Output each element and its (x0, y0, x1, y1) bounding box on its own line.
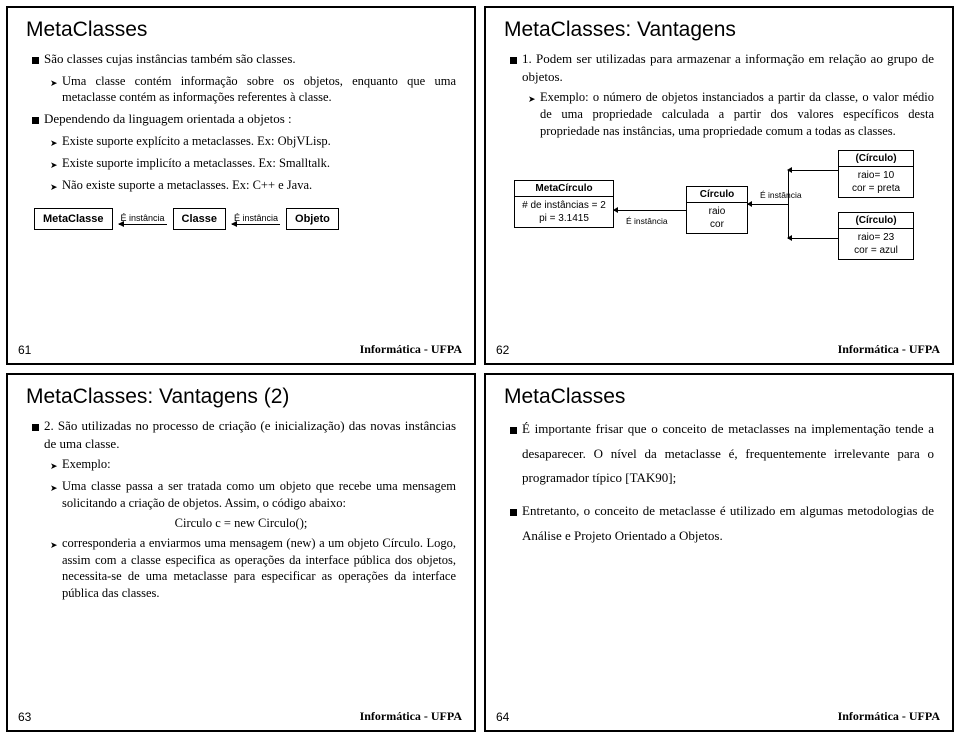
arrow-bullet-icon (50, 478, 62, 512)
bullet: São classes cujas instâncias também são … (32, 50, 456, 69)
bullet-text: São classes cujas instâncias também são … (44, 50, 456, 69)
sub-bullet: Existe suporte explícito a metaclasses. … (50, 133, 456, 151)
connector-split (788, 170, 789, 238)
arrow-bullet-icon (50, 456, 62, 474)
sub-bullet: Exemplo: o número de objetos instanciado… (528, 89, 934, 140)
bullet: É importante frisar que o conceito de me… (510, 417, 934, 491)
slide-title: MetaClasses (504, 385, 934, 409)
connector-label: É instância (760, 190, 802, 200)
box-objeto: Objeto (286, 208, 339, 230)
box-classe: Classe (173, 208, 226, 230)
box-line: cor = azul (843, 244, 909, 257)
footer-brand: Informática - UFPA (838, 709, 940, 724)
square-bullet-icon (510, 50, 522, 85)
slide-title: MetaClasses: Vantagens (504, 18, 934, 42)
slide-title: MetaClasses (26, 18, 456, 42)
arrow-bullet-icon (50, 155, 62, 173)
box-instance-1: (Círculo) raio= 10 cor = preta (838, 150, 914, 198)
bullet: Dependendo da linguagem orientada a obje… (32, 110, 456, 129)
sub-bullet: Não existe suporte a metaclasses. Ex: C+… (50, 177, 456, 195)
box-body: raio= 10 cor = preta (839, 167, 913, 197)
diagram-instance-chain: MetaClasse É instância Classe É instânci… (34, 208, 456, 230)
box-body: raio= 23 cor = azul (839, 229, 913, 259)
bullet-text: Entretanto, o conceito de metaclasse é u… (522, 499, 934, 548)
bullet-text: Uma classe passa a ser tratada como um o… (62, 478, 456, 512)
arrow-bullet-icon (50, 535, 62, 603)
footer-brand: Informática - UFPA (360, 342, 462, 357)
square-bullet-icon (510, 417, 522, 491)
code-line: Circulo c = new Circulo(); (26, 516, 456, 531)
slide-63: MetaClasses: Vantagens (2) 2. São utiliz… (6, 373, 476, 732)
slide-number: 62 (496, 343, 509, 357)
sub-bullet: Existe suporte implicíto a metaclasses. … (50, 155, 456, 173)
box-circulo: Círculo raio cor (686, 186, 748, 234)
bullet-text: Existe suporte implicíto a metaclasses. … (62, 155, 456, 173)
box-instance-2: (Círculo) raio= 23 cor = azul (838, 212, 914, 260)
slide-number: 61 (18, 343, 31, 357)
bullet-text: Dependendo da linguagem orientada a obje… (44, 110, 456, 129)
connector (788, 170, 838, 171)
bullet-text: Exemplo: (62, 456, 456, 474)
slide-61: MetaClasses São classes cujas instâncias… (6, 6, 476, 365)
arrow-bullet-icon (50, 177, 62, 195)
box-header: (Círculo) (839, 151, 913, 167)
bullet-text: corresponderia a enviarmos uma mensagem … (62, 535, 456, 603)
slide-number: 64 (496, 710, 509, 724)
bullet-text: É importante frisar que o conceito de me… (522, 417, 934, 491)
slide-62: MetaClasses: Vantagens 1. Podem ser util… (484, 6, 954, 365)
box-metaclasse: MetaClasse (34, 208, 113, 230)
arrow-instance: É instância (119, 213, 167, 225)
box-metacirculo: MetaCírculo # de instâncias = 2 pi = 3.1… (514, 180, 614, 228)
connector-label: É instância (626, 216, 668, 226)
arrow-label: É instância (234, 213, 278, 223)
box-body: # de instâncias = 2 pi = 3.1415 (515, 197, 613, 227)
bullet-text: Existe suporte explícito a metaclasses. … (62, 133, 456, 151)
diagram-metacirculo: MetaCírculo # de instâncias = 2 pi = 3.1… (510, 150, 934, 255)
bullet: 2. São utilizadas no processo de criação… (32, 417, 456, 452)
connector (748, 204, 788, 205)
connector (788, 238, 838, 239)
arrow-label: É instância (121, 213, 165, 223)
bullet: 1. Podem ser utilizadas para armazenar a… (510, 50, 934, 85)
arrow-bullet-icon (50, 133, 62, 151)
bullet-text: Uma classe contém informação sobre os ob… (62, 73, 456, 107)
arrow-instance: É instância (232, 213, 280, 225)
box-header: MetaCírculo (515, 181, 613, 197)
sub-bullet: Uma classe contém informação sobre os ob… (50, 73, 456, 107)
box-header: (Círculo) (839, 213, 913, 229)
slide-title: MetaClasses: Vantagens (2) (26, 385, 456, 409)
footer-brand: Informática - UFPA (838, 342, 940, 357)
square-bullet-icon (510, 499, 522, 548)
slide-number: 63 (18, 710, 31, 724)
sub-bullet: Uma classe passa a ser tratada como um o… (50, 478, 456, 512)
slide-64: MetaClasses É importante frisar que o co… (484, 373, 954, 732)
box-line: # de instâncias = 2 (519, 199, 609, 212)
square-bullet-icon (32, 110, 44, 129)
sub-bullet: corresponderia a enviarmos uma mensagem … (50, 535, 456, 603)
box-line: cor (691, 218, 743, 231)
box-body: raio cor (687, 203, 747, 233)
bullet-text: Não existe suporte a metaclasses. Ex: C+… (62, 177, 456, 195)
bullet-text: 1. Podem ser utilizadas para armazenar a… (522, 50, 934, 85)
bullet-text: 2. São utilizadas no processo de criação… (44, 417, 456, 452)
bullet-text: Exemplo: o número de objetos instanciado… (540, 89, 934, 140)
connector (614, 210, 686, 211)
box-line: cor = preta (843, 182, 909, 195)
box-line: pi = 3.1415 (519, 212, 609, 225)
box-line: raio= 10 (843, 169, 909, 182)
box-header: Círculo (687, 187, 747, 203)
box-line: raio= 23 (843, 231, 909, 244)
square-bullet-icon (32, 50, 44, 69)
footer-brand: Informática - UFPA (360, 709, 462, 724)
square-bullet-icon (32, 417, 44, 452)
sub-bullet: Exemplo: (50, 456, 456, 474)
arrow-bullet-icon (528, 89, 540, 140)
arrow-bullet-icon (50, 73, 62, 107)
bullet: Entretanto, o conceito de metaclasse é u… (510, 499, 934, 548)
box-line: raio (691, 205, 743, 218)
